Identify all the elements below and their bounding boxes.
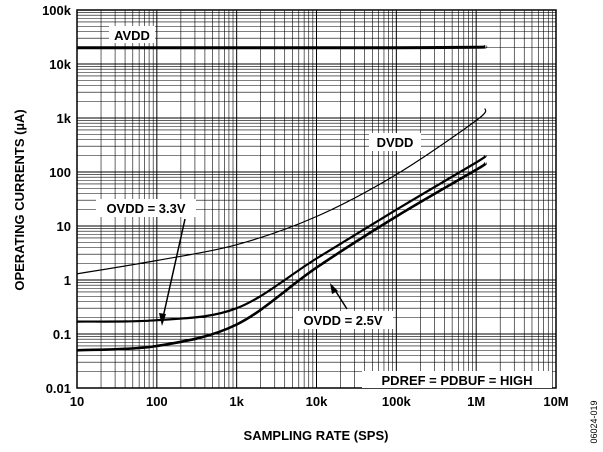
dvdd-label: DVDD bbox=[377, 135, 414, 150]
y-tick-label: 1k bbox=[57, 111, 72, 126]
series bbox=[76, 45, 488, 352]
series-line-2 bbox=[76, 154, 487, 323]
annotation-text: PDREF = PDBUF = HIGH bbox=[382, 373, 533, 388]
x-tick-label: 100k bbox=[382, 394, 412, 409]
ovdd33-label: OVDD = 3.3V bbox=[106, 201, 185, 216]
ovdd25-label-box bbox=[293, 311, 393, 329]
y-tick-label: 100 bbox=[49, 165, 71, 180]
x-tick-label: 1k bbox=[229, 394, 244, 409]
grid bbox=[76, 10, 556, 389]
figure-id: 06024-019 bbox=[589, 400, 599, 443]
ovdd33-arrowhead bbox=[159, 313, 166, 326]
series-line-1 bbox=[76, 108, 487, 275]
y-tick-label: 10 bbox=[57, 219, 71, 234]
y-tick-label: 10k bbox=[49, 57, 71, 72]
y-axis-label: OPERATING CURRENTS (µA) bbox=[12, 109, 27, 290]
avdd-label: AVDD bbox=[114, 28, 150, 43]
y-tick-label: 0.01 bbox=[46, 381, 71, 396]
x-tick-label: 10k bbox=[306, 394, 328, 409]
x-tick-label: 1M bbox=[467, 394, 485, 409]
ovdd25-arrowhead bbox=[330, 283, 338, 294]
ovdd33-label-box bbox=[96, 199, 196, 217]
tick-labels: 10 100 1k 10k 100k 1M 10M 0.01 0.1 1 10 100 1k 10k 100… bbox=[42, 3, 569, 409]
series-line-0 bbox=[77, 45, 488, 50]
x-tick-label: 100 bbox=[146, 394, 168, 409]
y-tick-label: 1 bbox=[64, 273, 71, 288]
avdd-label-box bbox=[109, 26, 155, 43]
x-tick-label: 10 bbox=[70, 394, 84, 409]
plot-frame bbox=[76, 9, 557, 389]
y-tick-label: 0.1 bbox=[53, 327, 71, 342]
series-line-3 bbox=[76, 162, 488, 352]
ovdd33-leader bbox=[161, 218, 186, 323]
x-axis-label: SAMPLING RATE (SPS) bbox=[244, 428, 389, 443]
y-tick-label: 100k bbox=[42, 3, 72, 18]
dvdd-label-box bbox=[369, 133, 421, 151]
x-tick-label: 10M bbox=[543, 394, 568, 409]
ovdd25-label: OVDD = 2.5V bbox=[303, 313, 382, 328]
annotation-box bbox=[362, 371, 552, 388]
